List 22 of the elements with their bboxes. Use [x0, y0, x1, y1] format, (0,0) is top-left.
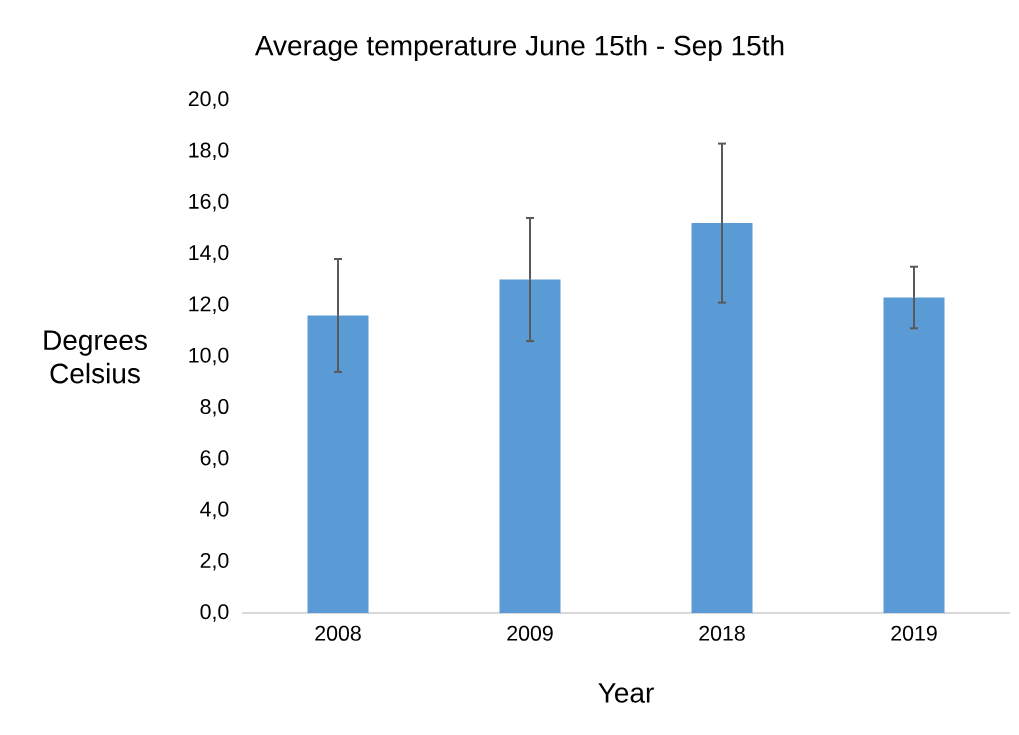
chart-title: Average temperature June 15th - Sep 15th [254, 34, 784, 62]
bar [691, 223, 753, 613]
bar [883, 297, 945, 613]
y-tick-label: 18,0 [189, 142, 229, 161]
y-tick-label: 6,0 [200, 450, 229, 468]
x-tick-label: 2019 [891, 625, 937, 641]
bar [307, 315, 369, 613]
y-tick-label: 4,0 [200, 501, 229, 520]
x-tick-label: 2009 [507, 625, 553, 641]
y-tick-label: 8,0 [200, 398, 229, 417]
x-tick-label: 2018 [699, 625, 745, 641]
bar [499, 279, 561, 613]
y-tick-label: 0,0 [200, 604, 229, 622]
x-axis-title: Year [598, 683, 654, 703]
y-tick-label: 12,0 [189, 296, 229, 314]
y-axis-title: Degrees Celsius [44, 330, 147, 384]
y-tick-label: 16,0 [189, 193, 229, 212]
y-tick-label: 14,0 [189, 245, 229, 263]
y-tick-label: 20,0 [188, 91, 229, 109]
y-tick-label: 2,0 [200, 552, 229, 571]
x-tick-label: 2008 [315, 625, 361, 641]
y-tick-label: 10,0 [189, 347, 229, 366]
